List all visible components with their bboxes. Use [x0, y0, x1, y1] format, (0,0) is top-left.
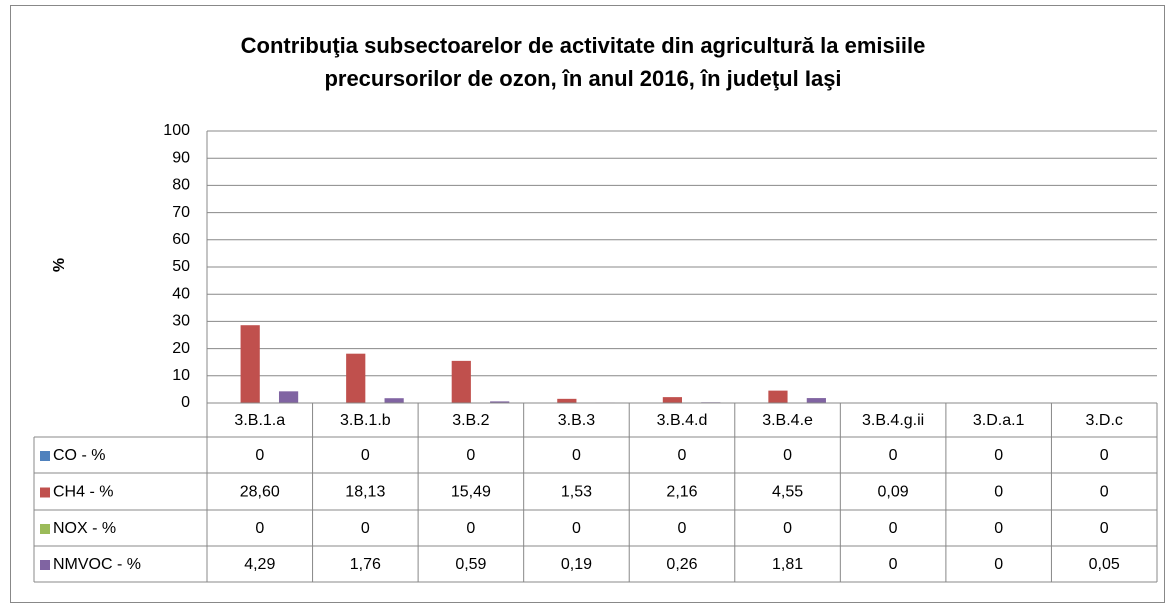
- bar: [278, 391, 299, 403]
- legend-key: [40, 451, 50, 461]
- x-tick-label: 3.B.4.e: [762, 412, 813, 429]
- y-tick-label: 20: [172, 340, 190, 357]
- value-label: 18,13: [345, 484, 385, 501]
- value-label: 0: [994, 556, 1003, 573]
- value-label: 0: [994, 484, 1003, 501]
- value-label: 0: [994, 520, 1003, 537]
- legend-label: NMVOC - %: [53, 556, 141, 573]
- value-label: 0: [572, 520, 581, 537]
- value-label: 0: [678, 447, 687, 464]
- y-tick-label: 60: [172, 231, 190, 248]
- bar: [240, 325, 260, 403]
- bar: [490, 401, 510, 403]
- value-label: 0: [678, 520, 687, 537]
- value-label: 0: [466, 447, 475, 464]
- bar: [806, 398, 826, 403]
- value-label: 0,26: [666, 556, 697, 573]
- bar: [662, 397, 682, 403]
- value-label: 0,19: [561, 556, 592, 573]
- bar: [346, 353, 366, 403]
- y-tick-label: 10: [172, 367, 190, 384]
- y-tick-label: 70: [172, 204, 190, 221]
- legend-label: NOX - %: [53, 520, 116, 537]
- y-axis-label: %: [51, 258, 68, 272]
- legend-key: [40, 487, 50, 498]
- value-label: 0: [783, 447, 792, 464]
- x-tick-label: 3.B.2: [452, 412, 489, 429]
- value-label: 0: [466, 520, 475, 537]
- y-tick-label: 100: [163, 122, 190, 139]
- y-tick-label: 90: [172, 149, 190, 166]
- value-label: 28,60: [240, 484, 280, 501]
- value-label: 1,53: [561, 484, 592, 501]
- value-label: 0: [889, 447, 898, 464]
- value-label: 1,76: [350, 556, 381, 573]
- value-label: 0: [889, 556, 898, 573]
- legend-key: [40, 524, 50, 534]
- value-label: 0: [889, 520, 898, 537]
- y-tick-label: 50: [172, 258, 190, 275]
- value-label: 4,29: [244, 556, 275, 573]
- value-label: 0: [1100, 520, 1109, 537]
- y-tick-label: 30: [172, 313, 190, 330]
- legend-key: [40, 560, 50, 570]
- bar: [768, 390, 788, 403]
- value-label: 15,49: [451, 484, 491, 501]
- value-label: 0: [572, 447, 581, 464]
- y-tick-label: 0: [181, 394, 190, 411]
- value-label: 0: [1100, 484, 1109, 501]
- value-label: 0: [361, 520, 370, 537]
- value-label: 4,55: [772, 484, 803, 501]
- y-tick-label: 80: [172, 177, 190, 194]
- x-tick-label: 3.B.1.a: [234, 412, 285, 429]
- value-label: 0,05: [1089, 556, 1120, 573]
- value-label: 2,16: [666, 484, 697, 501]
- x-tick-label: 3.B.4.g.ii: [862, 412, 924, 429]
- value-label: 0: [994, 447, 1003, 464]
- bar: [557, 398, 577, 403]
- x-tick-label: 3.D.a.1: [973, 412, 1025, 429]
- value-label: 0: [783, 520, 792, 537]
- x-tick-label: 3.B.3: [558, 412, 595, 429]
- x-tick-label: 3.B.4.d: [657, 412, 708, 429]
- value-label: 0: [1100, 447, 1109, 464]
- value-label: 0: [255, 447, 264, 464]
- value-label: 1,81: [772, 556, 803, 573]
- chart-border: [10, 5, 1165, 603]
- legend-label: CH4 - %: [53, 484, 113, 501]
- value-label: 0: [361, 447, 370, 464]
- value-label: 0,59: [455, 556, 486, 573]
- chart-title: precursorilor de ozon, în anul 2016, în …: [324, 66, 841, 91]
- legend-label: CO - %: [53, 447, 105, 464]
- x-tick-label: 3.D.c: [1086, 412, 1123, 429]
- bar: [451, 360, 471, 403]
- chart-title: Contribuţia subsectoarelor de activitate…: [241, 33, 926, 58]
- bar: [384, 398, 404, 403]
- value-label: 0: [255, 520, 264, 537]
- x-tick-label: 3.B.1.b: [340, 412, 391, 429]
- y-tick-label: 40: [172, 285, 190, 302]
- value-label: 0,09: [878, 484, 909, 501]
